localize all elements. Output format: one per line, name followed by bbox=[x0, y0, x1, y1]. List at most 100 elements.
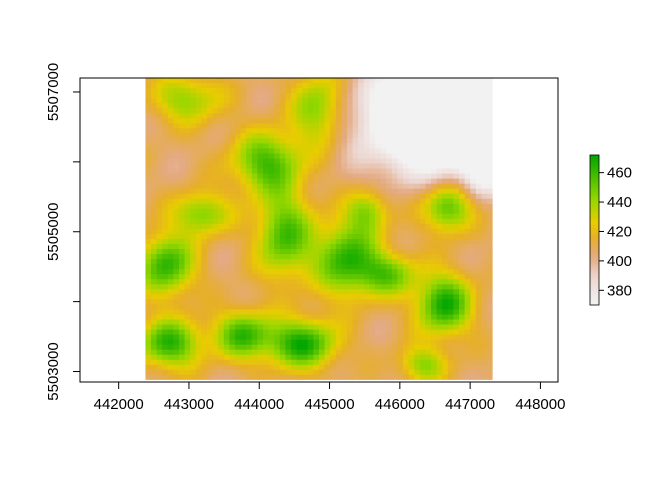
raster-cell bbox=[223, 244, 230, 250]
raster-cell bbox=[307, 374, 314, 380]
raster-cell bbox=[341, 279, 348, 285]
raster-cell bbox=[150, 78, 158, 84]
raster-cell bbox=[212, 364, 219, 371]
raster-cell bbox=[178, 173, 186, 180]
raster-cell bbox=[464, 118, 471, 124]
raster-cell bbox=[234, 98, 242, 104]
raster-cell bbox=[369, 374, 376, 380]
raster-cell bbox=[425, 113, 432, 119]
raster-cell bbox=[464, 178, 471, 185]
raster-cell bbox=[251, 359, 258, 366]
raster-cell bbox=[145, 208, 152, 215]
raster-cell bbox=[223, 334, 230, 341]
raster-cell bbox=[268, 193, 275, 200]
raster-cell bbox=[162, 228, 169, 235]
raster-cell bbox=[358, 173, 365, 180]
raster-cell bbox=[419, 369, 427, 376]
raster-cell bbox=[414, 198, 421, 205]
raster-cell bbox=[150, 173, 158, 180]
raster-cell bbox=[251, 98, 258, 104]
raster-cell bbox=[268, 103, 275, 109]
raster-cell bbox=[167, 128, 174, 134]
raster-cell bbox=[431, 163, 438, 170]
raster-cell bbox=[246, 88, 253, 94]
raster-cell bbox=[470, 163, 477, 170]
raster-cell bbox=[173, 148, 180, 155]
raster-cell bbox=[257, 128, 264, 134]
legend-tick-label: 400 bbox=[607, 253, 632, 270]
raster-cell bbox=[453, 208, 460, 215]
raster-cell bbox=[156, 203, 163, 210]
raster-cell bbox=[375, 299, 382, 306]
raster-cell bbox=[369, 339, 376, 346]
raster-cell bbox=[358, 183, 365, 190]
raster-cell bbox=[408, 173, 415, 180]
raster-cell bbox=[341, 264, 348, 270]
raster-cell bbox=[347, 344, 354, 351]
raster-cell bbox=[240, 299, 247, 306]
raster-cell bbox=[257, 218, 264, 225]
raster-cell bbox=[162, 83, 169, 89]
raster-cell bbox=[453, 269, 460, 275]
raster-cell bbox=[431, 233, 438, 240]
raster-cell bbox=[347, 294, 354, 300]
raster-cell bbox=[145, 294, 152, 300]
raster-cell bbox=[408, 123, 415, 129]
raster-cell bbox=[234, 259, 242, 265]
raster-cell bbox=[302, 138, 309, 145]
raster-cell bbox=[363, 364, 371, 371]
raster-cell bbox=[173, 188, 180, 195]
raster-cell bbox=[436, 143, 443, 150]
raster-cell bbox=[453, 163, 460, 170]
raster-cell bbox=[156, 304, 163, 311]
raster-cell bbox=[206, 319, 214, 326]
raster-cell bbox=[150, 223, 158, 230]
raster-cell bbox=[302, 349, 309, 356]
raster-cell bbox=[206, 218, 214, 225]
raster-cell bbox=[162, 254, 169, 260]
raster-cell bbox=[324, 223, 331, 230]
raster-cell bbox=[459, 294, 466, 300]
raster-cell bbox=[358, 249, 365, 255]
raster-cell bbox=[352, 78, 359, 84]
raster-cell bbox=[296, 239, 303, 245]
raster-cell bbox=[246, 93, 253, 99]
raster-cell bbox=[302, 354, 309, 361]
raster-cell bbox=[453, 284, 460, 290]
raster-cell bbox=[341, 218, 348, 225]
raster-cell bbox=[330, 233, 337, 240]
raster-cell bbox=[447, 108, 455, 114]
raster-cell bbox=[296, 208, 303, 215]
raster-cell bbox=[201, 364, 208, 371]
raster-cell bbox=[335, 314, 342, 321]
raster-cell bbox=[319, 188, 326, 195]
raster-cell bbox=[380, 123, 387, 129]
raster-cell bbox=[296, 83, 303, 89]
raster-cell bbox=[481, 334, 488, 341]
raster-cell bbox=[487, 183, 493, 190]
raster-cell bbox=[291, 354, 298, 361]
raster-cell bbox=[403, 274, 410, 280]
raster-cell bbox=[184, 254, 191, 260]
raster-cell bbox=[178, 289, 186, 295]
raster-cell bbox=[274, 213, 281, 220]
raster-cell bbox=[436, 354, 443, 361]
raster-cell bbox=[167, 158, 174, 165]
raster-cell bbox=[173, 88, 180, 94]
raster-cell bbox=[156, 319, 163, 326]
raster-cell bbox=[279, 223, 286, 230]
raster-cell bbox=[184, 223, 191, 230]
raster-cell bbox=[475, 158, 483, 165]
raster-cell bbox=[352, 339, 359, 346]
raster-cell bbox=[313, 304, 320, 311]
raster-cell bbox=[403, 284, 410, 290]
raster-cell bbox=[453, 344, 460, 351]
raster-cell bbox=[391, 208, 399, 215]
raster-cell bbox=[419, 123, 427, 129]
raster-cell bbox=[397, 274, 404, 280]
raster-cell bbox=[150, 98, 158, 104]
raster-cell bbox=[206, 329, 214, 336]
raster-cell bbox=[352, 148, 359, 155]
raster-cell bbox=[262, 264, 270, 270]
raster-cell bbox=[470, 309, 477, 316]
